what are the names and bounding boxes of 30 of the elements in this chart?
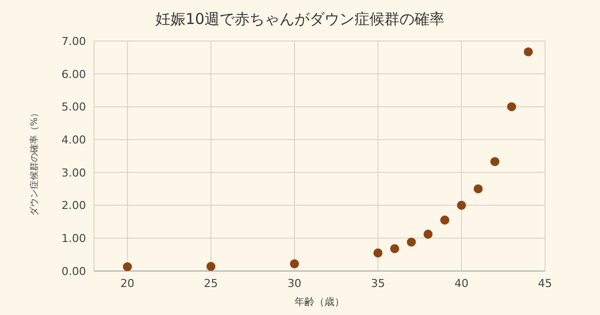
x-tick-label: 30: [287, 276, 302, 290]
x-tick-label: 35: [370, 276, 385, 290]
point: [456, 200, 466, 210]
y-tick-label: 5.00: [62, 100, 86, 114]
y-axis-title: ダウン症候群の確率（%）: [29, 108, 40, 216]
y-tick-label: 0.00: [62, 264, 86, 278]
y-tick-label: 1.00: [62, 232, 86, 246]
y-tick-label: 4.00: [62, 133, 86, 146]
point: [440, 216, 450, 225]
point: [406, 238, 416, 247]
x-tick-label: 45: [538, 276, 552, 290]
y-tick-label: 6.00: [62, 68, 86, 81]
chart-title: 妊娠10週で赤ちゃんがダウン症候群の確率: [154, 10, 446, 29]
point: [206, 262, 216, 271]
point: [424, 230, 433, 239]
x-tick-label: 25: [204, 276, 218, 290]
point: [490, 157, 500, 166]
point: [507, 102, 516, 112]
y-tick-label: 3.00: [62, 166, 86, 180]
x-axis-title: 年齢（歳）: [294, 296, 344, 308]
y-tick-label: 2.00: [62, 199, 86, 212]
point: [390, 244, 400, 254]
x-tick-label: 20: [120, 276, 134, 290]
point: [373, 248, 382, 258]
point: [122, 262, 132, 271]
y-tick-label: 7.00: [62, 34, 86, 48]
point: [290, 259, 299, 268]
point: [524, 47, 533, 56]
point: [474, 184, 483, 194]
x-tick-label: 40: [454, 276, 468, 290]
